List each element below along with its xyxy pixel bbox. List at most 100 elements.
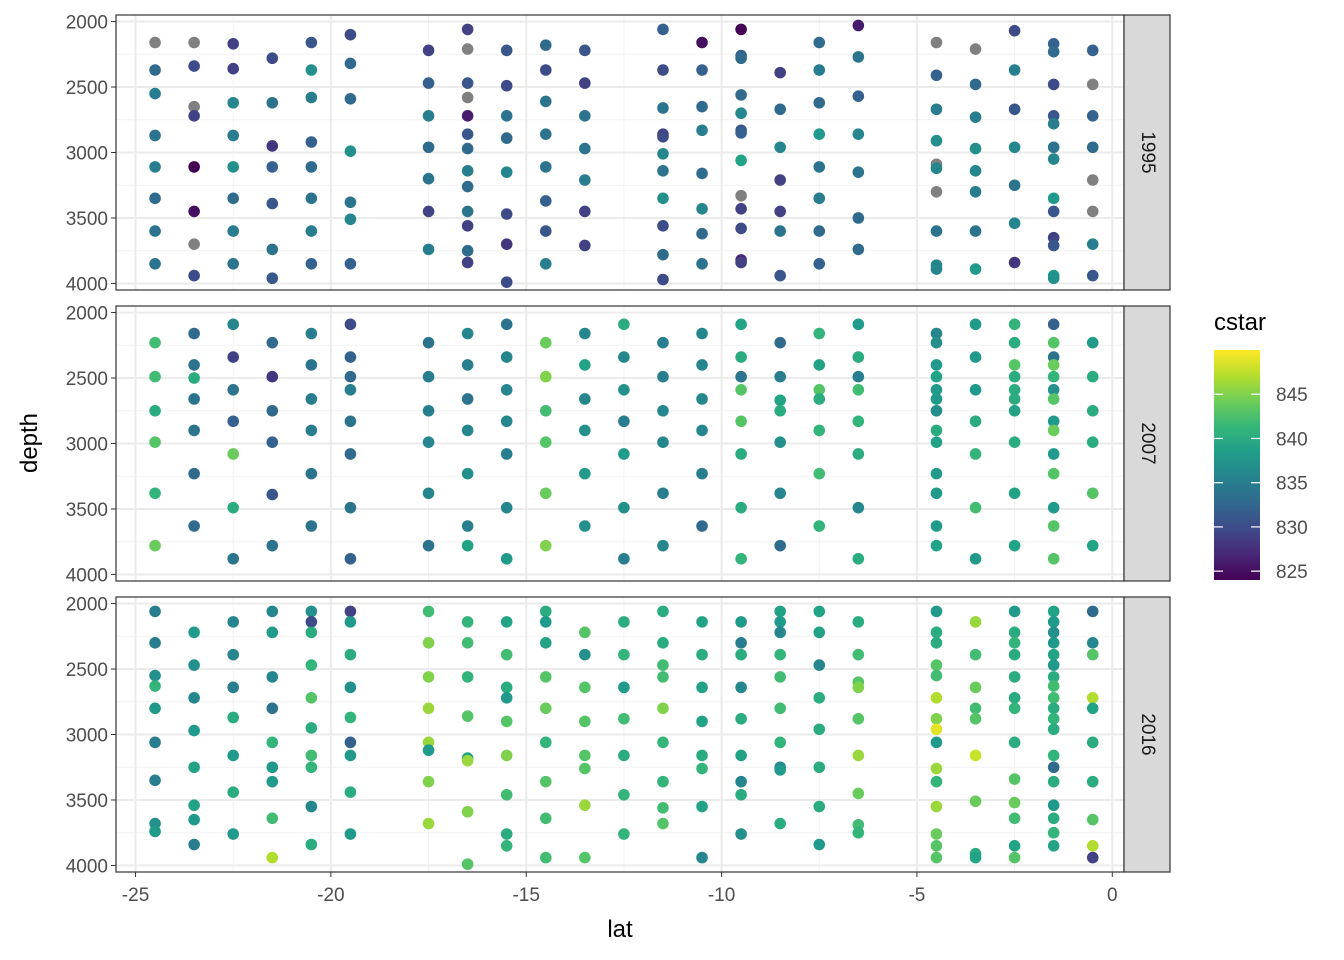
data-point [852,166,865,178]
data-point [461,220,474,232]
data-point [461,142,474,155]
data-point [227,38,240,50]
data-point [305,800,318,813]
data-point [461,754,474,767]
colorbar-label: 830 [1276,518,1308,539]
data-point [774,103,786,116]
data-point [422,44,435,57]
data-point [813,393,826,405]
data-point [1008,605,1021,618]
data-point [461,43,474,55]
data-point [1047,424,1060,437]
data-point [1086,205,1099,218]
data-point [813,192,826,205]
data-point [266,775,279,788]
data-point [930,327,943,340]
data-point [500,749,513,762]
data-point [852,51,865,63]
data-point [227,616,240,628]
data-point [539,605,552,618]
data-point [618,448,630,460]
data-point [696,851,708,864]
y-tick-label: 3000 [66,435,108,456]
data-point [969,415,982,428]
data-point [500,208,513,220]
data-point [266,404,279,417]
data-point [969,225,982,237]
data-point [657,659,669,671]
data-point [188,520,200,532]
data-point [1008,487,1021,500]
data-point [305,424,318,437]
data-point [657,192,669,205]
data-point [266,736,279,749]
data-point [266,96,279,109]
legend-title: cstar [1214,309,1266,336]
data-point [305,749,318,762]
data-point [852,128,865,140]
data-point [696,749,708,762]
data-point [618,788,630,801]
data-point [344,711,357,724]
data-point [696,648,708,661]
data-point [696,681,708,694]
data-point [696,258,708,270]
data-point [969,851,982,864]
data-point [852,501,865,514]
data-point [1047,415,1060,428]
data-point [149,370,161,383]
data-point [461,805,474,818]
data-point [305,722,318,734]
data-point [1086,404,1099,417]
data-point [149,129,161,142]
data-point [930,669,943,682]
data-point [305,192,318,205]
data-point [227,225,240,237]
data-point [422,243,435,256]
data-point [266,539,279,552]
data-point [422,436,435,448]
data-point [657,436,669,448]
data-point [1008,773,1021,785]
data-point [813,36,826,49]
data-point [344,28,357,41]
facet-strip-label: 1995 [1137,131,1158,173]
data-point [1047,336,1060,349]
data-point [813,128,826,140]
data-point [1047,141,1060,154]
data-point [1047,239,1060,252]
panel-2016: 2000 2500 3000 3500 4000 2016 [66,595,1171,877]
data-point [188,372,200,384]
data-point [149,669,161,682]
data-point [930,263,943,275]
data-point [735,616,747,628]
data-point [735,648,747,661]
data-point [969,185,982,198]
data-point [969,111,982,123]
data-point [344,351,357,363]
y-tick-label: 2500 [66,369,108,390]
data-point [227,161,240,173]
data-point [500,276,513,288]
data-point [1047,671,1060,683]
data-point [1047,723,1060,736]
data-point [1008,851,1021,864]
data-point [227,129,240,142]
data-point [657,273,669,286]
data-point [1008,384,1021,396]
facet-strip [1123,305,1171,582]
data-point [852,384,865,396]
facet-strip-label: 2016 [1137,713,1158,755]
data-point [696,167,708,180]
data-point [500,501,513,514]
data-point [461,520,474,532]
data-point [539,370,552,383]
data-point [969,142,982,155]
data-point [774,616,786,628]
data-point [500,692,513,704]
data-point [539,637,552,649]
y-tick-label: 3000 [66,726,108,747]
data-point [539,39,552,51]
data-point [227,711,240,724]
data-point [305,605,318,618]
